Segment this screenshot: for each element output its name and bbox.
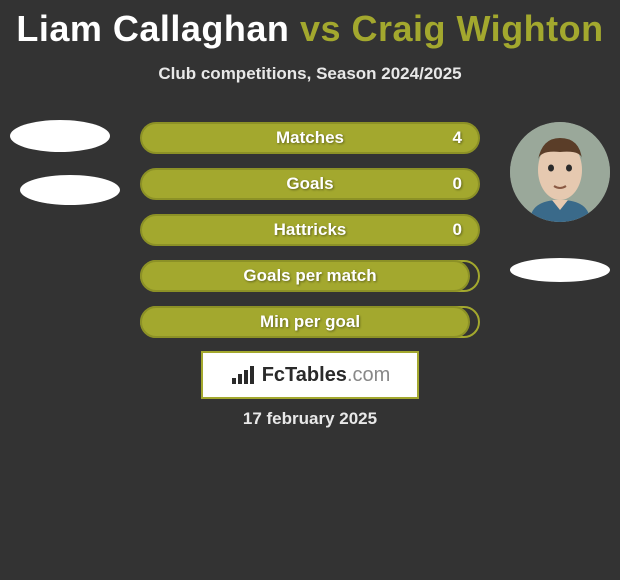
title-player2: Craig Wighton bbox=[352, 8, 604, 49]
player-right-shape bbox=[510, 258, 610, 282]
logo-text: FcTables.com bbox=[262, 364, 391, 387]
stat-row-goals-per-match: Goals per match bbox=[140, 260, 480, 292]
avatar-icon bbox=[510, 122, 610, 222]
page-title: Liam Callaghan vs Craig Wighton bbox=[0, 0, 620, 50]
title-player1: Liam Callaghan bbox=[16, 8, 289, 49]
stat-row-hattricks: Hattricks 0 bbox=[140, 214, 480, 246]
date-text: 17 february 2025 bbox=[0, 409, 620, 429]
logo-brand: FcTables bbox=[262, 364, 347, 386]
logo-box[interactable]: FcTables.com bbox=[201, 351, 419, 399]
player-left-shape-2 bbox=[20, 175, 120, 205]
player-left-shape-1 bbox=[10, 120, 110, 152]
stat-row-matches: Matches 4 bbox=[140, 122, 480, 154]
title-vs: vs bbox=[300, 8, 341, 49]
stat-value-right: 4 bbox=[453, 128, 462, 148]
stat-label: Matches bbox=[276, 128, 344, 148]
player-right-avatar bbox=[510, 122, 610, 222]
stat-label: Hattricks bbox=[274, 220, 347, 240]
stat-value-right: 0 bbox=[453, 174, 462, 194]
stat-label: Goals bbox=[286, 174, 333, 194]
subtitle: Club competitions, Season 2024/2025 bbox=[0, 64, 620, 84]
logo-tld: .com bbox=[347, 364, 390, 386]
stat-row-goals: Goals 0 bbox=[140, 168, 480, 200]
bars-icon bbox=[230, 364, 256, 386]
stat-row-min-per-goal: Min per goal bbox=[140, 306, 480, 338]
stat-label: Goals per match bbox=[243, 266, 376, 286]
stat-value-right: 0 bbox=[453, 220, 462, 240]
stats-rows: Matches 4 Goals 0 Hattricks 0 Goals per … bbox=[140, 122, 480, 352]
stat-label: Min per goal bbox=[260, 312, 360, 332]
